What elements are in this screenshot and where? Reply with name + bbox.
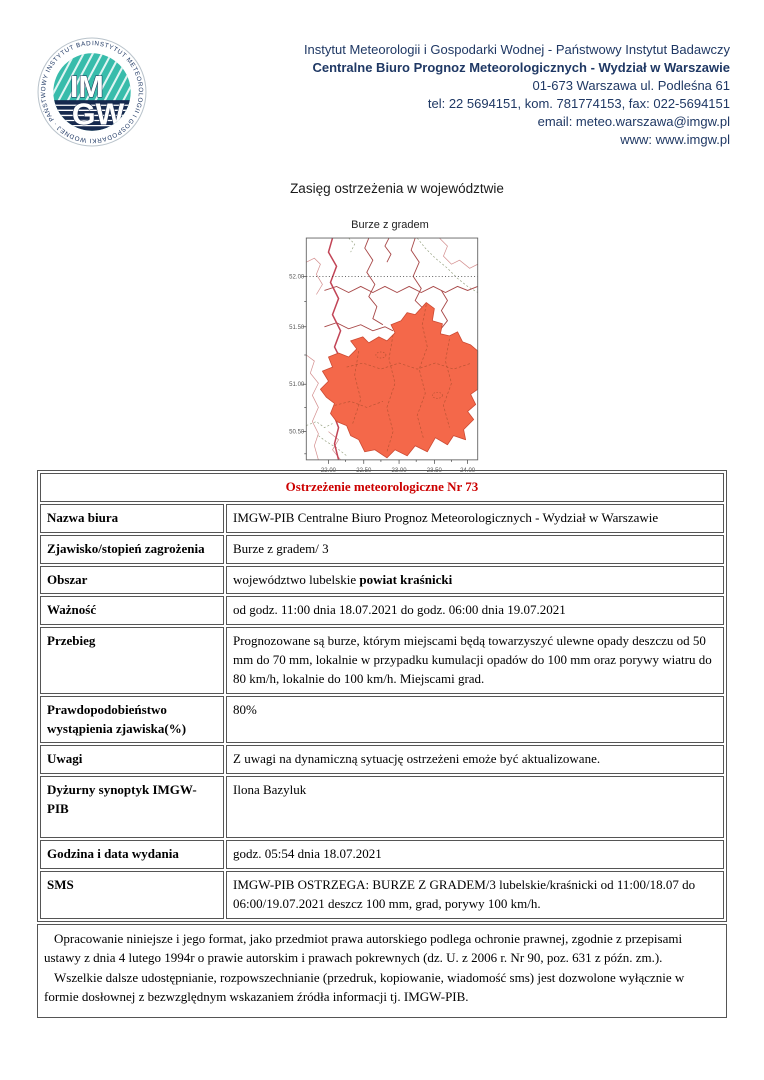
table-title: Ostrzeżenie meteorologiczne Nr 73 (40, 473, 724, 502)
row-value: Ilona Bazyluk (226, 776, 724, 838)
imgw-logo-svg: INSTYTUT METEOROLOGII I GOSPODARKI WODNE… (33, 31, 147, 147)
imgw-logo-icon: INSTYTUT METEOROLOGII I GOSPODARKI WODNE… (33, 31, 148, 148)
bureau-name: Centralne Biuro Prognoz Meteorologicznyc… (312, 60, 730, 75)
row-label: SMS (40, 870, 224, 919)
row-value: Z uwagi na dynamiczną sytuację ostrzeżen… (226, 745, 724, 775)
row-value: IMGW-PIB Centralne Biuro Prognoz Meteoro… (226, 503, 724, 533)
row-value: godz. 05:54 dnia 18.07.2021 (226, 839, 724, 869)
row-value: IMGW-PIB OSTRZEGA: BURZE Z GRADEM/3 lube… (226, 870, 724, 919)
y-axis-tick-label: 50.50 (289, 430, 305, 436)
email-line: email: meteo.warszawa@imgw.pl (537, 114, 730, 129)
row-label: Ważność (40, 596, 224, 626)
neighbour-dashed-boundaries (306, 237, 478, 457)
county-boundaries-warned (334, 304, 472, 452)
table-row: Dyżurny synoptyk IMGW-PIB Ilona Bazyluk (40, 776, 724, 838)
table-row: Godzina i data wydania godz. 05:54 dnia … (40, 839, 724, 869)
row-value: Burze z gradem/ 3 (226, 534, 724, 564)
row-label: Prawdopodobieństwo wystąpienia zjawiska(… (40, 695, 224, 744)
warning-map: Burze z gradem (287, 219, 497, 479)
institute-name: Instytut Meteorologii i Gospodarki Wodne… (303, 42, 730, 57)
table-row: SMS IMGW-PIB OSTRZEGA: BURZE Z GRADEM/3 … (40, 870, 724, 919)
warning-area-polygon (320, 302, 479, 459)
warning-table: Ostrzeżenie meteorologiczne Nr 73 Nazwa … (37, 470, 727, 922)
table-row: Przebieg Prognozowane są burze, którym m… (40, 627, 724, 694)
warning-table-section: Ostrzeżenie meteorologiczne Nr 73 Nazwa … (37, 470, 727, 1018)
row-value: województwo lubelskie powiat kraśnicki (226, 565, 724, 595)
table-row: Obszar województwo lubelskie powiat kraś… (40, 565, 724, 595)
address-line: 01-673 Warszawa ul. Podleśna 61 (532, 78, 730, 93)
copyright-notice: Opracowanie niniejsze i jego format, jak… (37, 923, 727, 1018)
row-value: Prognozowane są burze, którym miejscami … (226, 627, 724, 694)
row-label: Obszar (40, 565, 224, 595)
table-title-row: Ostrzeżenie meteorologiczne Nr 73 (40, 473, 724, 502)
map-svg: 52.00 51.50 51.00 50.50 22.00 22.50 23.0… (289, 237, 479, 474)
row-value: 80% (226, 695, 724, 744)
row-value: od godz. 11:00 dnia 18.07.2021 do godz. … (226, 596, 724, 626)
row-label: Dyżurny synoptyk IMGW-PIB (40, 776, 224, 838)
axis-ticks (302, 275, 468, 464)
letterhead: Instytut Meteorologii i Gospodarki Wodne… (150, 41, 730, 149)
map-frame (305, 237, 479, 461)
copyright-paragraph-2: Wszelkie dalsze udostępnianie, rozpowsze… (44, 969, 685, 1005)
row-label: Uwagi (40, 745, 224, 775)
y-axis-tick-label: 51.00 (289, 382, 305, 388)
table-row: Nazwa biura IMGW-PIB Centralne Biuro Pro… (40, 503, 724, 533)
table-row: Prawdopodobieństwo wystąpienia zjawiska(… (40, 695, 724, 744)
table-row: Zjawisko/stopień zagrożenia Burze z grad… (40, 534, 724, 564)
y-axis-tick-label: 51.50 (289, 325, 305, 331)
copyright-paragraph-1: Opracowanie niniejsze i jego format, jak… (44, 930, 683, 966)
table-row: Uwagi Z uwagi na dynamiczną sytuację ost… (40, 745, 724, 775)
map-section-title: Zasięg ostrzeżenia w województwie (290, 181, 504, 196)
row-label: Godzina i data wydania (40, 839, 224, 869)
voivodeship-boundary (327, 237, 344, 461)
map-title: Burze z gradem (351, 219, 429, 231)
row-label: Przebieg (40, 627, 224, 694)
table-row: Ważność od godz. 11:00 dnia 18.07.2021 d… (40, 596, 724, 626)
logo-text-im: IM (70, 70, 104, 104)
www-line: www: www.imgw.pl (620, 132, 730, 147)
phone-line: tel: 22 5694151, kom. 781774153, fax: 02… (427, 96, 730, 111)
y-axis-tick-label: 52.00 (289, 274, 305, 280)
row-label: Zjawisko/stopień zagrożenia (40, 534, 224, 564)
row-label: Nazwa biura (40, 503, 224, 533)
